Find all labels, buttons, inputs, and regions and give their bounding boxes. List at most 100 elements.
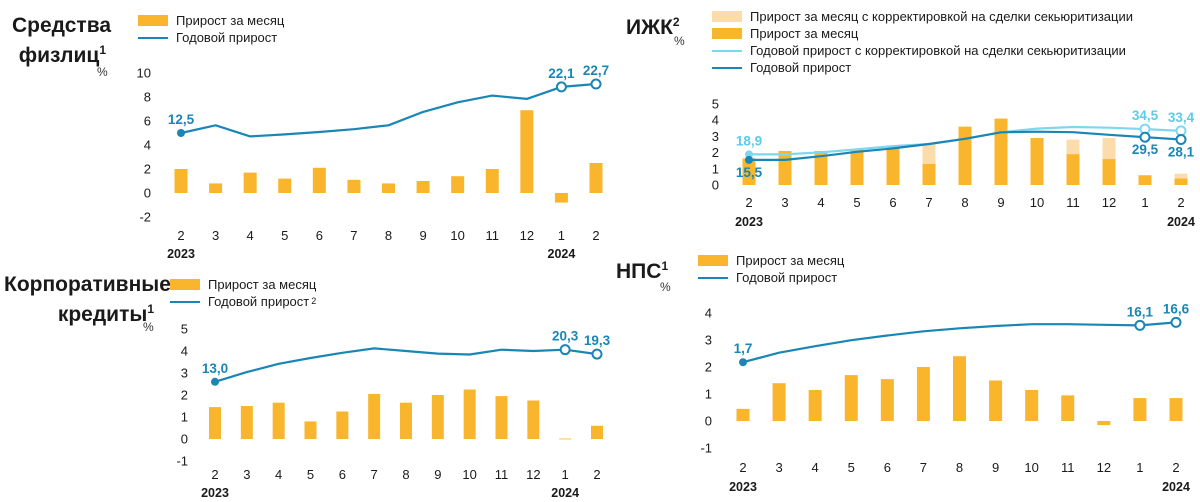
x-year-label: 2023 <box>735 215 763 229</box>
unit-label: % <box>674 34 685 48</box>
line-point <box>745 150 753 159</box>
chart-title-footnote: 1 <box>147 302 154 316</box>
bar <box>485 169 499 193</box>
legend-swatch <box>712 49 742 52</box>
x-tick-label: 9 <box>992 460 999 475</box>
x-tick-label: 3 <box>781 195 788 210</box>
legend-swatch <box>170 279 200 290</box>
bar <box>1138 175 1152 185</box>
bar <box>416 181 430 193</box>
chart-title-footnote: 2 <box>672 15 680 29</box>
legend-swatch <box>138 15 168 26</box>
legend-item-line: Годовой прирост <box>138 29 284 46</box>
bar <box>240 406 253 439</box>
x-tick-label: 11 <box>495 467 509 482</box>
x-tick-label: 11 <box>486 228 500 243</box>
y-tick-label: 0 <box>181 432 188 447</box>
bar <box>778 150 792 185</box>
bar <box>243 172 257 193</box>
unit-label: % <box>97 65 108 79</box>
data-label: 16,1 <box>1127 304 1154 319</box>
x-year-label: 2024 <box>1162 480 1190 494</box>
data-label: 15,5 <box>736 165 763 180</box>
x-tick-label: 1 <box>562 467 569 482</box>
legend-label: Прирост за месяц с корректировкой на сде… <box>750 9 1134 24</box>
x-tick-label: 2 <box>177 228 184 243</box>
chart-title-line2: кредиты <box>57 303 148 326</box>
x-tick-label: 7 <box>350 228 357 243</box>
chart-title-line1: ИЖК <box>626 16 673 39</box>
data-label: 28,1 <box>1168 144 1195 159</box>
data-label: 33,4 <box>1168 110 1195 125</box>
x-tick-label: 12 <box>520 228 534 243</box>
bar <box>451 176 465 193</box>
unit-label: % <box>143 320 154 334</box>
legend-item-line: Годовой прирост 2 <box>170 293 316 310</box>
x-tick-label: 7 <box>920 460 927 475</box>
bar <box>559 438 572 440</box>
x-tick-label: 5 <box>281 228 288 243</box>
y-tick-label: 8 <box>144 90 151 105</box>
y-tick-label: 2 <box>181 388 188 403</box>
x-tick-label: 10 <box>450 228 464 243</box>
y-tick-label: 5 <box>181 322 188 337</box>
x-tick-label: 12 <box>526 467 540 482</box>
data-label: 1,7 <box>734 341 753 356</box>
chart-title: ИЖК2 <box>626 10 680 40</box>
y-tick-label: 3 <box>181 366 188 381</box>
x-tick-label: 2 <box>739 460 746 475</box>
x-tick-label: 7 <box>925 195 932 210</box>
legend-item-bar: Прирост за месяц <box>698 252 844 269</box>
line-marker <box>590 78 602 90</box>
y-tick-label: -1 <box>176 454 188 469</box>
legend-label: Годовой прирост <box>176 30 278 45</box>
data-label: 19,3 <box>584 333 611 348</box>
y-tick-label: 3 <box>712 129 719 144</box>
legend-swatch <box>712 66 742 69</box>
legend: Прирост за месяц Годовой прирост 2 <box>170 276 316 310</box>
x-tick-label: 8 <box>956 460 963 475</box>
data-label: 12,5 <box>168 112 195 127</box>
x-tick-label: 8 <box>402 467 409 482</box>
bar <box>400 402 412 439</box>
chart-title: Средства физлиц1 <box>12 14 111 68</box>
x-tick-label: 8 <box>385 228 392 243</box>
bar <box>209 407 221 439</box>
data-label: 22,7 <box>583 63 609 78</box>
bar <box>1061 395 1075 421</box>
legend-item-line-adjusted: Годовой прирост с корректировкой на сдел… <box>712 42 1133 59</box>
bar <box>1097 421 1111 426</box>
x-tick-label: 5 <box>848 460 855 475</box>
y-tick-label: 4 <box>712 113 719 128</box>
x-tick-label: 5 <box>853 195 860 210</box>
bar <box>994 118 1008 185</box>
bar <box>554 193 568 203</box>
legend-swatch <box>698 255 728 266</box>
x-year-label: 2023 <box>729 480 757 494</box>
x-tick-label: 10 <box>462 467 476 482</box>
line-marker <box>1175 133 1187 145</box>
bar <box>742 159 756 185</box>
x-tick-label: 3 <box>775 460 782 475</box>
legend: Прирост за месяц с корректировкой на сде… <box>712 8 1133 76</box>
legend-label: Прирост за месяц <box>736 253 845 268</box>
bar <box>814 150 828 185</box>
legend: Прирост за месяц Годовой прирост <box>698 252 844 286</box>
line-marker <box>555 81 567 93</box>
unit-label: % <box>660 280 671 294</box>
bar <box>278 178 292 193</box>
y-tick-label: 4 <box>181 344 188 359</box>
y-tick-label: 2 <box>705 360 712 375</box>
x-tick-label: 7 <box>371 467 378 482</box>
x-tick-label: 12 <box>1102 195 1116 210</box>
bar <box>382 183 395 193</box>
bar <box>808 389 822 421</box>
x-tick-label: 2 <box>745 195 752 210</box>
bar <box>174 169 188 193</box>
legend-item-line: Годовой прирост <box>712 59 1133 76</box>
bar <box>312 167 326 193</box>
x-tick-label: 2 <box>1172 460 1179 475</box>
x-tick-label: 10 <box>1024 460 1038 475</box>
legend-label: Прирост за месяц <box>208 277 317 292</box>
x-tick-label: 4 <box>812 460 819 475</box>
